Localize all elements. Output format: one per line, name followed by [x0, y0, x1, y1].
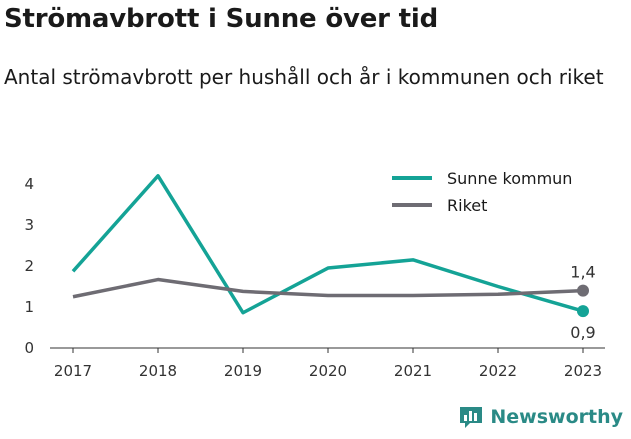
legend-label-riket: Riket [447, 196, 487, 215]
end-point-riket [577, 284, 589, 297]
x-tick-label: 2017 [54, 362, 92, 380]
x-tick-label: 2022 [479, 362, 517, 380]
newsworthy-brand: Newsworthy [458, 405, 623, 429]
x-tick-label: 2018 [139, 362, 177, 380]
series-line-sunne-kommun [71, 174, 584, 315]
x-tick-label: 2021 [394, 362, 432, 380]
x-tick-label: 2019 [224, 362, 262, 380]
y-tick-label: 0 [24, 339, 34, 357]
y-tick-label: 2 [24, 257, 34, 275]
brand-name: Newsworthy [490, 406, 623, 428]
x-tick-label: 2023 [564, 362, 602, 380]
y-tick-label: 4 [24, 175, 34, 193]
chart-title: Strömavbrott i Sunne över tid [4, 4, 439, 34]
bar-chart-logo-icon [460, 407, 483, 428]
end-point-sunne-kommun [577, 305, 589, 318]
chart-subtitle: Antal strömavbrott per hushåll och år i … [4, 65, 604, 89]
x-tick-label: 2020 [309, 362, 347, 380]
end-value-label-riket: 1,4 [570, 263, 595, 282]
y-tick-label: 1 [24, 298, 34, 316]
end-value-label-sunne-kommun: 0,9 [570, 323, 595, 342]
series-line-riket [72, 277, 584, 299]
y-tick-label: 3 [24, 216, 34, 234]
legend-label-sunne-kommun: Sunne kommun [447, 169, 572, 188]
